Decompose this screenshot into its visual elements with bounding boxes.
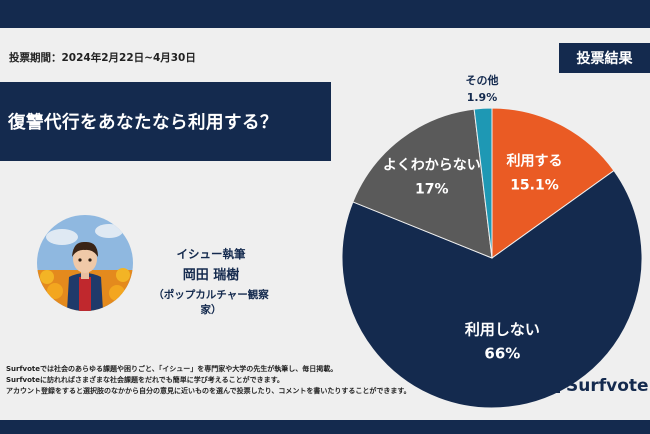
pie-slice <box>473 107 493 259</box>
pie-value-label: 66% <box>484 344 520 362</box>
question-text: 復讐代行をあなたなら利用する？ <box>8 113 278 133</box>
question-banner: 復讐代行をあなたなら利用する？ <box>0 82 331 161</box>
voting-period: 投票期間：2024年2月22日~4月30日 <box>9 52 196 64</box>
author-block: イシュー執筆 岡田 瑞樹 （ポップカルチャー観察家） <box>146 246 276 317</box>
footer-line: Surfvoteに訪れればさまざまな社会課題をだれでも簡単に学び考えることができ… <box>6 376 284 384</box>
footer-text: Surfvoteでは社会のあらゆる課題や困りごと、「イシュー」を専門家や大学の先… <box>6 364 411 397</box>
pie-label: 利用しない <box>465 320 540 338</box>
pie-label: よくわからない <box>383 157 481 173</box>
pie-label: その他 <box>465 73 498 87</box>
surfvote-logo-icon <box>548 379 560 393</box>
pie-label: 利用する <box>506 152 562 169</box>
pie-slice <box>352 108 493 259</box>
author-name: 岡田 瑞樹 <box>182 268 240 283</box>
surfvote-logo: Surfvote <box>545 376 649 396</box>
pie-value-label: 15.1% <box>510 177 559 193</box>
author-role: イシュー執筆 <box>176 247 246 261</box>
pie-slice <box>491 107 615 259</box>
bottom-bar <box>0 420 650 434</box>
pie-value-label: 17% <box>415 181 449 197</box>
pie-slice <box>341 169 643 409</box>
pie-value-label: 1.9% <box>467 91 498 104</box>
logo-text: Surfvote <box>566 376 649 396</box>
result-badge: 投票結果 <box>559 43 650 73</box>
footer-line: Surfvoteでは社会のあらゆる課題や困りごと、「イシュー」を専門家や大学の先… <box>6 365 338 373</box>
footer-line: アカウント登録をすると選択肢のなかから自分の意見に近いものを選んで投票したり、コ… <box>6 387 411 395</box>
author-title: （ポップカルチャー観察家） <box>153 289 269 316</box>
top-bar <box>0 0 650 28</box>
